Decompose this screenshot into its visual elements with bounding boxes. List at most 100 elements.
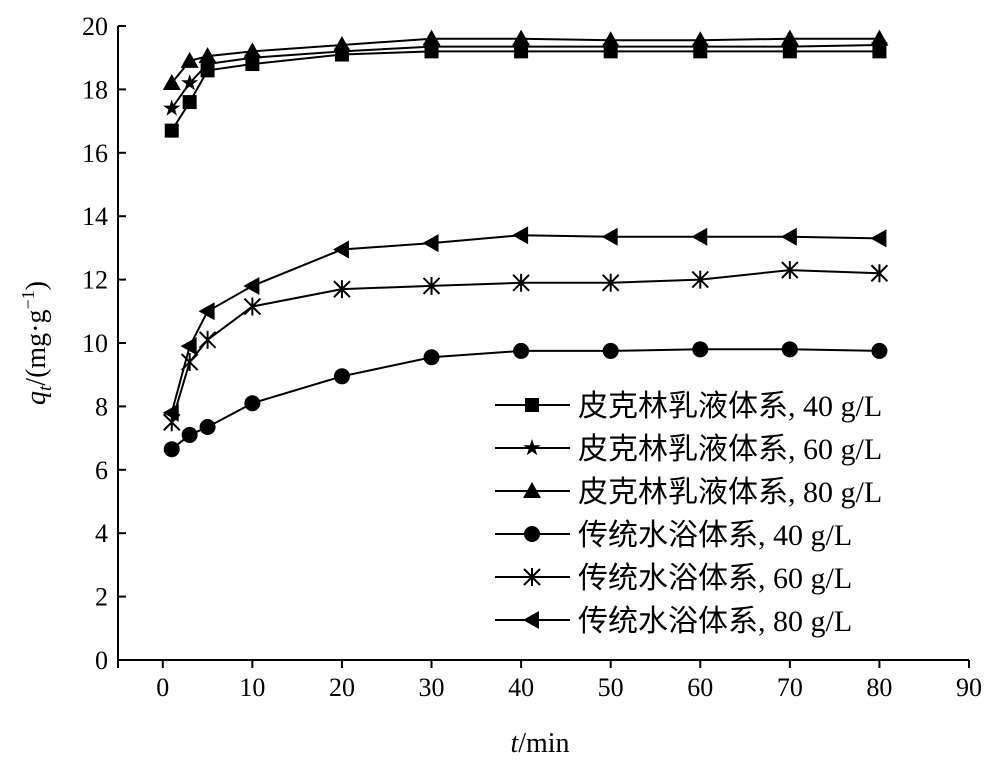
y-tick-label: 4 [95, 519, 108, 548]
legend-label: 皮克林乳液体系, 80 g/L [578, 476, 882, 509]
data-point-triangle-left [780, 227, 797, 246]
x-tick-label: 80 [866, 673, 892, 702]
data-point-square [603, 44, 618, 59]
data-point-triangle [198, 47, 217, 64]
data-point-triangle [601, 31, 620, 48]
data-point-triangle [332, 36, 351, 53]
x-tick-label: 70 [777, 673, 803, 702]
y-tick-label: 16 [82, 139, 108, 168]
data-point-square [424, 44, 439, 59]
axes: 0 2 4 6 8 10 12 14 16 18 20 0 10 20 30 40 50 60 70 80 90 [82, 12, 982, 702]
y-axis-label: qt/(mg·g−1) [18, 281, 56, 405]
series-4 [163, 341, 888, 458]
x-tick-label: 60 [687, 673, 713, 702]
data-point-triangle-left [422, 234, 439, 253]
x-tick-label: 30 [419, 673, 445, 702]
series-3 [162, 29, 889, 91]
data-point-circle [423, 349, 440, 366]
y-tick-label: 18 [82, 75, 108, 104]
data-point-triangle-left [162, 403, 179, 422]
legend-item: 传统水浴体系, 80 g/L [495, 605, 852, 638]
data-point-triangle [780, 29, 799, 46]
legend-item: 皮克林乳液体系, 60 g/L [495, 433, 882, 466]
data-point-asterisk [601, 273, 620, 292]
data-point-square [693, 44, 708, 59]
y-tick-label: 8 [95, 392, 108, 421]
data-point-square [782, 44, 797, 59]
data-point-square [164, 123, 179, 138]
data-point-square [514, 44, 529, 59]
legend-item: 皮克林乳液体系, 40 g/L [495, 390, 882, 423]
data-point-circle [513, 342, 530, 359]
series-6 [162, 226, 887, 422]
data-point-square [525, 398, 539, 412]
data-point-circle [871, 342, 888, 359]
y-tick-label: 0 [95, 646, 108, 675]
legend-label: 传统水浴体系, 40 g/L [578, 519, 852, 552]
data-point-triangle-left [523, 611, 539, 629]
data-point-asterisk [523, 568, 541, 586]
data-point-asterisk [243, 297, 262, 316]
series-line [170, 234, 880, 413]
data-point-asterisk [870, 264, 889, 283]
data-point-triangle [870, 29, 889, 46]
data-point-star [523, 439, 541, 456]
data-point-circle [163, 441, 180, 458]
data-point-asterisk [512, 273, 530, 292]
legend-item: 传统水浴体系, 40 g/L [495, 519, 852, 552]
data-point-triangle [243, 42, 262, 59]
data-point-triangle-left [243, 276, 260, 295]
x-tick-label: 50 [598, 673, 624, 702]
data-point-triangle [162, 74, 181, 91]
data-point-circle [692, 341, 709, 358]
data-point-triangle-left [601, 227, 618, 246]
data-point-star [512, 37, 530, 54]
data-point-star [163, 99, 181, 116]
y-tick-label: 12 [82, 266, 108, 295]
y-tick-label: 2 [95, 583, 108, 612]
legend-item: 皮克林乳液体系, 80 g/L [495, 476, 882, 509]
series-group [162, 29, 889, 458]
data-point-square [182, 95, 197, 110]
data-point-triangle-left [198, 302, 215, 321]
data-point-circle [181, 426, 198, 443]
data-point-triangle [512, 29, 531, 46]
legend-item: 传统水浴体系, 60 g/L [495, 562, 852, 595]
data-point-triangle [180, 51, 199, 68]
y-tick-label: 6 [95, 456, 108, 485]
data-point-triangle [523, 482, 541, 498]
data-point-triangle-left [691, 227, 708, 246]
series-line [170, 50, 880, 132]
data-point-asterisk [422, 276, 441, 295]
data-point-triangle [422, 29, 441, 46]
data-point-asterisk [333, 280, 351, 299]
data-point-asterisk [691, 270, 709, 289]
data-point-asterisk [781, 261, 799, 280]
y-tick-label: 14 [82, 202, 108, 231]
y-tick-label: 20 [82, 12, 108, 41]
data-point-circle [524, 526, 540, 542]
series-5 [163, 261, 889, 432]
data-point-triangle-left [180, 337, 197, 356]
legend: 皮克林乳液体系, 40 g/L 皮克林乳液体系, 60 g/L 皮克林乳液体系, 8… [495, 390, 882, 638]
data-point-circle [333, 368, 350, 385]
data-point-triangle-left [512, 226, 529, 245]
legend-label: 皮克林乳液体系, 60 g/L [578, 433, 882, 466]
x-tick-label: 40 [508, 673, 534, 702]
data-point-star [199, 55, 217, 72]
data-point-star [181, 74, 199, 91]
data-point-circle [244, 395, 261, 412]
x-tick-label: 20 [329, 673, 355, 702]
data-point-circle [602, 342, 619, 359]
series-1 [164, 44, 887, 138]
x-axis-label: t/min [510, 728, 569, 759]
x-tick-label: 0 [156, 673, 169, 702]
x-tick-label: 10 [239, 673, 265, 702]
data-point-triangle-left [332, 240, 349, 259]
data-point-asterisk [198, 330, 217, 349]
data-point-star [781, 37, 799, 54]
data-point-triangle-left [870, 229, 887, 248]
data-point-circle [781, 341, 798, 358]
